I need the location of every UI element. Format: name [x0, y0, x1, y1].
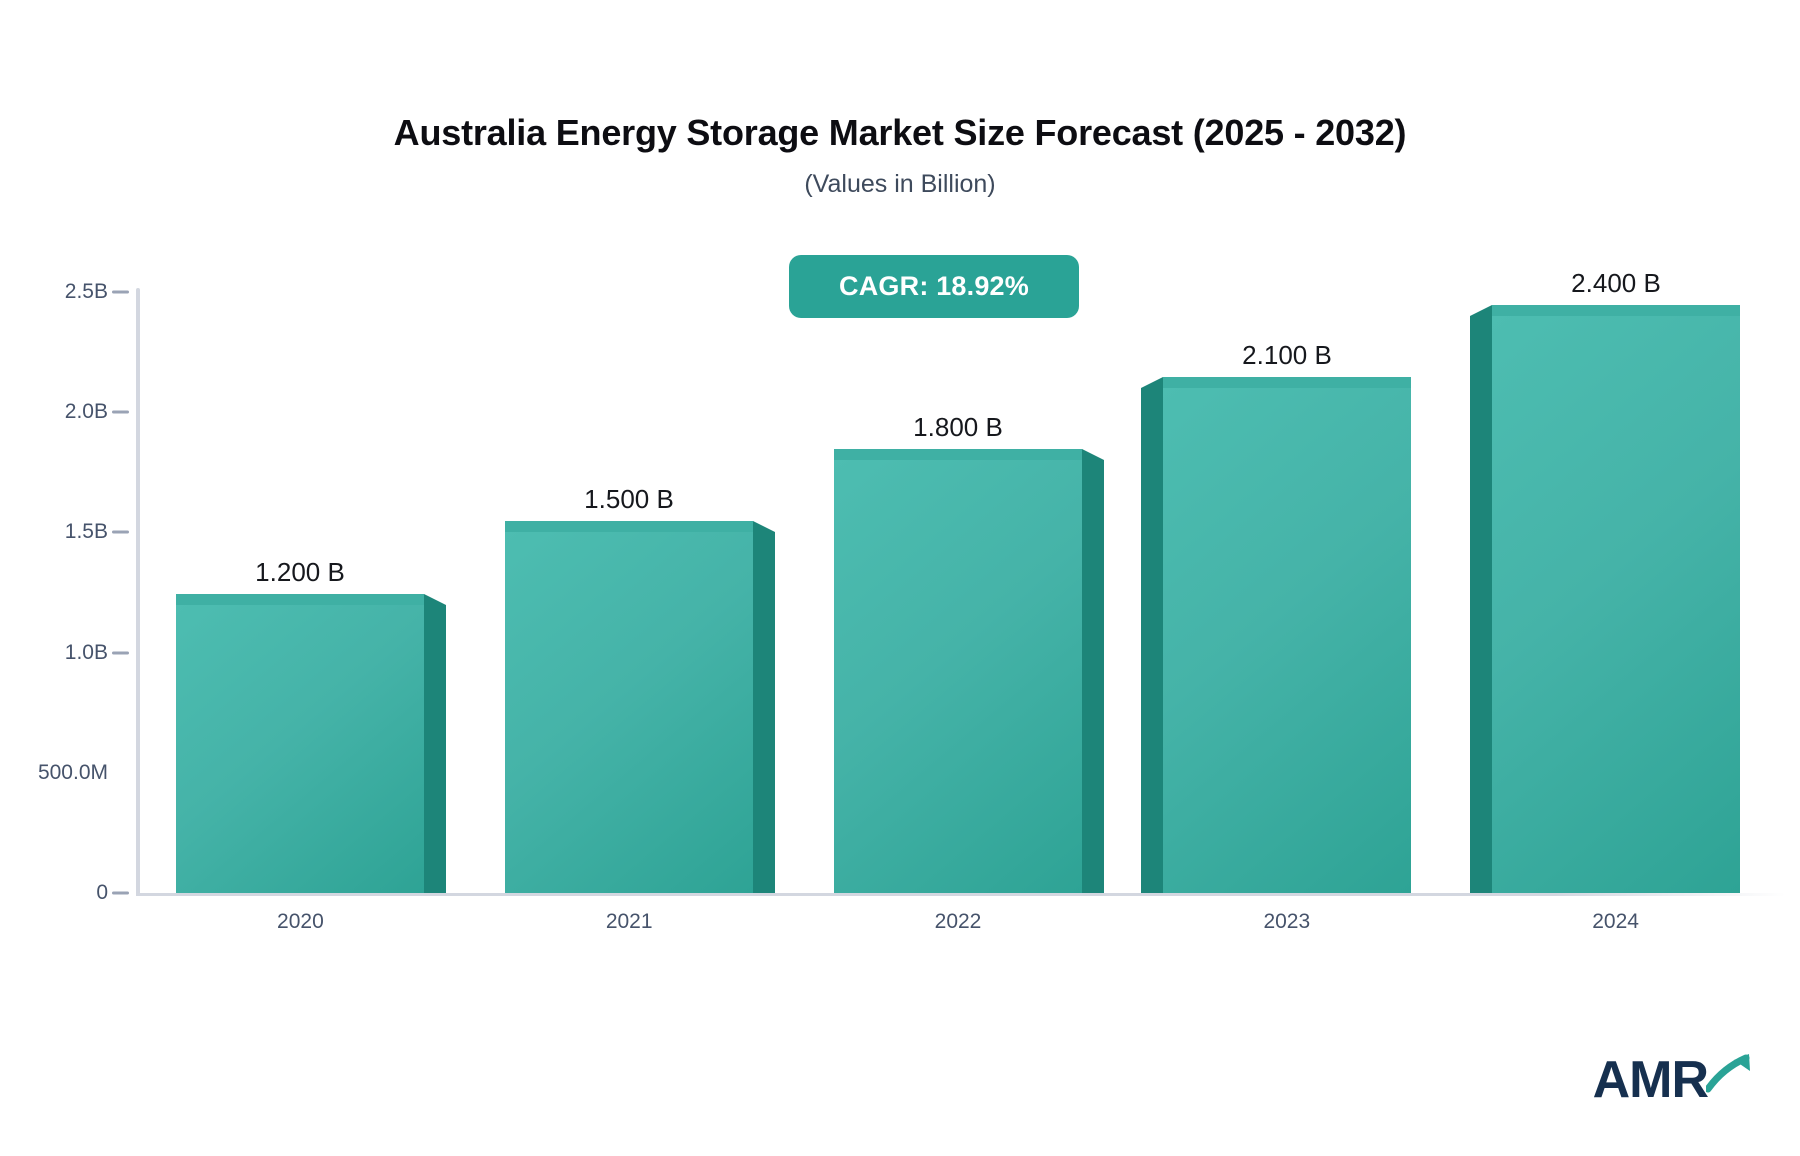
x-axis-line [136, 893, 1786, 896]
chart-subtitle: (Values in Billion) [804, 170, 996, 199]
y-axis-tick-mark [112, 290, 129, 294]
bar-top-face [176, 594, 424, 605]
bar-2024[interactable]: 2.400 B [1470, 268, 1740, 893]
y-axis-line [136, 288, 140, 895]
bar-value-label: 1.200 B [255, 557, 345, 587]
amr-logo-text: AMR [1592, 1050, 1709, 1109]
bar-top-bevel [1470, 305, 1492, 316]
y-axis-tick-label: 500.0M [37, 760, 108, 784]
x-axis-label-2023: 2023 [1263, 910, 1311, 933]
bar-value-label: 2.100 B [1242, 340, 1332, 370]
y-axis-tick-label: 0 [96, 881, 108, 904]
bar-top-bevel [1141, 377, 1163, 388]
bar-face [176, 605, 424, 893]
bar-value-label: 2.400 B [1571, 268, 1661, 298]
amr-logo: AMR [1593, 1051, 1752, 1108]
y-axis-tick-label: 2.5B [64, 280, 108, 303]
bar-side-shadow [1082, 460, 1104, 893]
bar-top-bevel [753, 521, 775, 532]
bar-side-shadow [1470, 316, 1492, 893]
bar-side-shadow [753, 532, 775, 893]
chart-title: Australia Energy Storage Market Size For… [393, 112, 1407, 153]
bar-top-bevel [424, 594, 446, 605]
bar-2023[interactable]: 2.100 B [1141, 340, 1411, 893]
bar-face [1492, 316, 1740, 893]
bar-side-shadow [1141, 388, 1163, 893]
bar-side-shadow [424, 605, 446, 893]
bar-2021[interactable]: 1.500 B [505, 484, 775, 893]
bar-2022[interactable]: 1.800 B [834, 412, 1104, 893]
bar-top-face [505, 521, 753, 532]
x-axis-label-2021: 2021 [605, 910, 653, 933]
bar-2020[interactable]: 1.200 B [176, 557, 446, 893]
y-axis-tick-mark [112, 530, 129, 534]
x-axis-label-2020: 2020 [277, 910, 324, 933]
bar-face [834, 460, 1082, 893]
y-axis-tick-mark [112, 410, 129, 414]
x-axis-label-2024: 2024 [1592, 910, 1639, 933]
bar-top-face [1163, 377, 1411, 388]
bar-face [505, 532, 753, 893]
bar-value-label: 1.500 B [584, 484, 674, 514]
y-axis-tick-mark [112, 651, 129, 655]
bar-face [1163, 388, 1411, 893]
y-axis-tick-label: 1.0B [64, 640, 108, 664]
bar-value-label: 1.800 B [913, 412, 1003, 442]
cagr-badge: CAGR: 18.92% [789, 255, 1079, 318]
bar-top-face [834, 449, 1082, 460]
x-axis-label-2022: 2022 [934, 910, 982, 933]
bar-top-bevel [1082, 449, 1104, 460]
cagr-badge-label: CAGR: 18.92% [839, 271, 1029, 301]
arrow-up-right-icon [1704, 1051, 1752, 1098]
y-axis-tick-mark [112, 891, 129, 895]
y-axis-tick-label: 2.0B [64, 400, 108, 424]
bar-top-face [1492, 305, 1740, 316]
chart-header: Australia Energy Storage Market Size For… [0, 112, 1800, 199]
y-axis-tick-label: 1.5B [64, 520, 108, 544]
